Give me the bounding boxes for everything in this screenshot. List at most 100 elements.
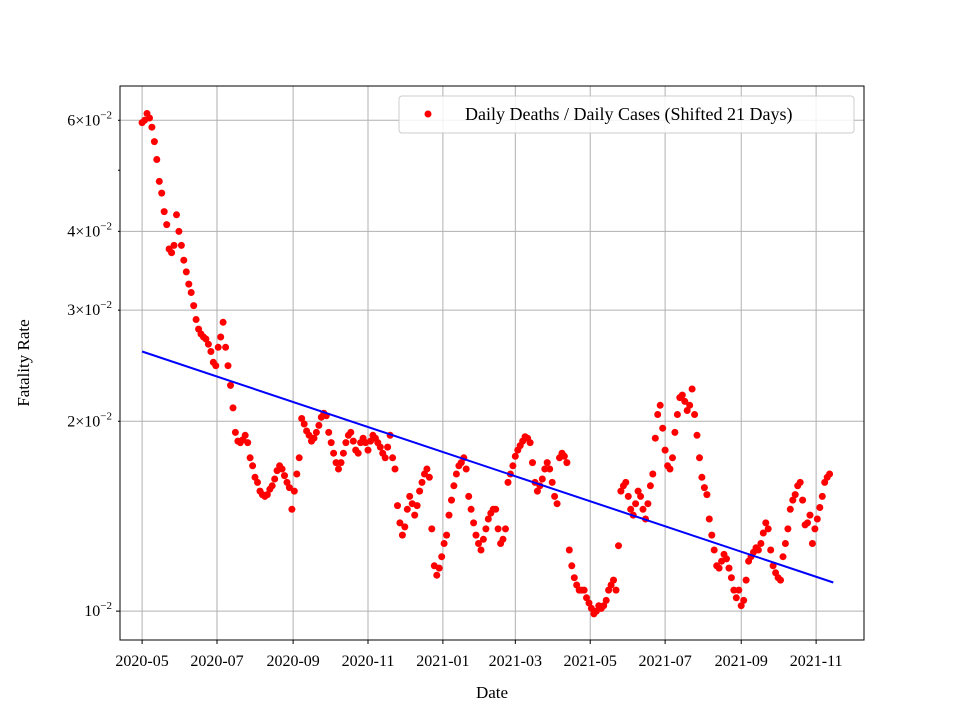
data-point bbox=[585, 599, 593, 607]
y-tick-label: 6×10−2 bbox=[67, 109, 112, 129]
legend-label-daily-deaths: Daily Deaths / Daily Cases (Shifted 21 D… bbox=[465, 104, 792, 125]
data-point bbox=[335, 465, 342, 473]
data-point bbox=[764, 525, 772, 533]
data-point bbox=[502, 525, 509, 533]
legend-marker-red-dot bbox=[424, 110, 432, 118]
data-point bbox=[327, 439, 335, 447]
data-point bbox=[475, 540, 482, 547]
data-point bbox=[725, 564, 733, 572]
data-point bbox=[654, 411, 662, 418]
data-point bbox=[185, 280, 193, 288]
data-point bbox=[398, 531, 406, 539]
data-point bbox=[671, 428, 679, 436]
data-point bbox=[219, 318, 227, 326]
data-point bbox=[349, 437, 357, 445]
data-point bbox=[696, 454, 703, 462]
y-axis-ticks: 10−2 2×10−2 3×10−2 4×10−2 6×10−2 bbox=[67, 109, 120, 620]
data-point bbox=[403, 505, 411, 513]
data-point bbox=[214, 343, 222, 351]
data-point bbox=[175, 227, 183, 235]
trend-line bbox=[141, 350, 834, 584]
x-tick-label: 2020-11 bbox=[342, 653, 395, 670]
data-point bbox=[754, 546, 762, 554]
data-point bbox=[649, 470, 657, 478]
data-point bbox=[732, 594, 740, 602]
data-point bbox=[389, 454, 397, 462]
data-point bbox=[217, 333, 225, 341]
data-point bbox=[762, 519, 770, 527]
data-point bbox=[742, 576, 750, 584]
data-point bbox=[735, 586, 743, 594]
axes-frame bbox=[119, 85, 865, 641]
data-point bbox=[180, 256, 188, 264]
data-point bbox=[406, 492, 414, 500]
data-point bbox=[826, 470, 834, 478]
data-point bbox=[533, 487, 541, 495]
data-point bbox=[804, 519, 811, 527]
x-tick-label: 2021-03 bbox=[489, 653, 542, 670]
data-point bbox=[394, 502, 401, 510]
data-point bbox=[268, 482, 276, 490]
data-point bbox=[241, 431, 249, 439]
x-axis-label: Date bbox=[476, 683, 508, 702]
data-point bbox=[526, 439, 534, 447]
data-point bbox=[639, 505, 647, 513]
data-point bbox=[212, 362, 220, 370]
data-point bbox=[435, 564, 443, 572]
data-point bbox=[428, 525, 436, 533]
data-point bbox=[781, 540, 789, 547]
data-point bbox=[452, 470, 460, 478]
data-point bbox=[656, 401, 664, 409]
data-point bbox=[163, 221, 171, 229]
data-point bbox=[610, 576, 617, 584]
data-point bbox=[300, 420, 308, 428]
data-point bbox=[669, 454, 676, 462]
data-point bbox=[413, 502, 421, 510]
data-point bbox=[808, 540, 816, 547]
data-point bbox=[443, 531, 451, 539]
data-point bbox=[509, 462, 517, 470]
y-tick-label: 4×10−2 bbox=[67, 220, 112, 240]
data-point bbox=[784, 525, 792, 533]
data-point bbox=[315, 421, 323, 429]
data-point bbox=[381, 454, 389, 462]
data-point bbox=[332, 459, 340, 467]
x-axis-ticks: 2020-05 2020-07 2020-09 2020-11 2021-01 2021-… bbox=[115, 640, 842, 670]
data-point bbox=[416, 487, 424, 495]
data-point bbox=[683, 407, 691, 414]
data-point bbox=[703, 491, 711, 499]
data-point bbox=[278, 465, 286, 473]
data-point bbox=[312, 428, 320, 436]
data-point bbox=[158, 189, 166, 197]
x-tick-label: 2021-11 bbox=[790, 653, 843, 670]
data-point bbox=[244, 439, 252, 447]
data-point bbox=[192, 316, 200, 323]
data-point bbox=[298, 415, 306, 422]
data-point bbox=[472, 531, 480, 539]
data-point bbox=[767, 546, 775, 554]
data-point bbox=[499, 535, 507, 543]
data-point bbox=[477, 546, 485, 554]
data-point bbox=[448, 496, 455, 504]
data-point bbox=[570, 574, 578, 582]
data-point bbox=[479, 535, 487, 543]
data-point bbox=[462, 465, 470, 473]
data-point bbox=[698, 473, 706, 481]
data-point bbox=[673, 411, 681, 418]
data-point bbox=[583, 594, 590, 602]
data-point bbox=[708, 531, 716, 539]
data-point bbox=[285, 484, 293, 492]
legend: Daily Deaths / Daily Cases (Shifted 21 D… bbox=[398, 95, 855, 134]
data-point bbox=[737, 602, 745, 610]
data-point bbox=[433, 571, 441, 579]
data-point bbox=[450, 482, 458, 490]
data-point bbox=[470, 519, 478, 527]
data-point bbox=[543, 459, 551, 467]
data-point bbox=[177, 241, 185, 249]
data-point bbox=[425, 473, 433, 481]
data-point bbox=[288, 505, 296, 513]
data-point bbox=[622, 478, 630, 486]
data-point bbox=[330, 449, 338, 457]
data-point bbox=[693, 431, 701, 439]
